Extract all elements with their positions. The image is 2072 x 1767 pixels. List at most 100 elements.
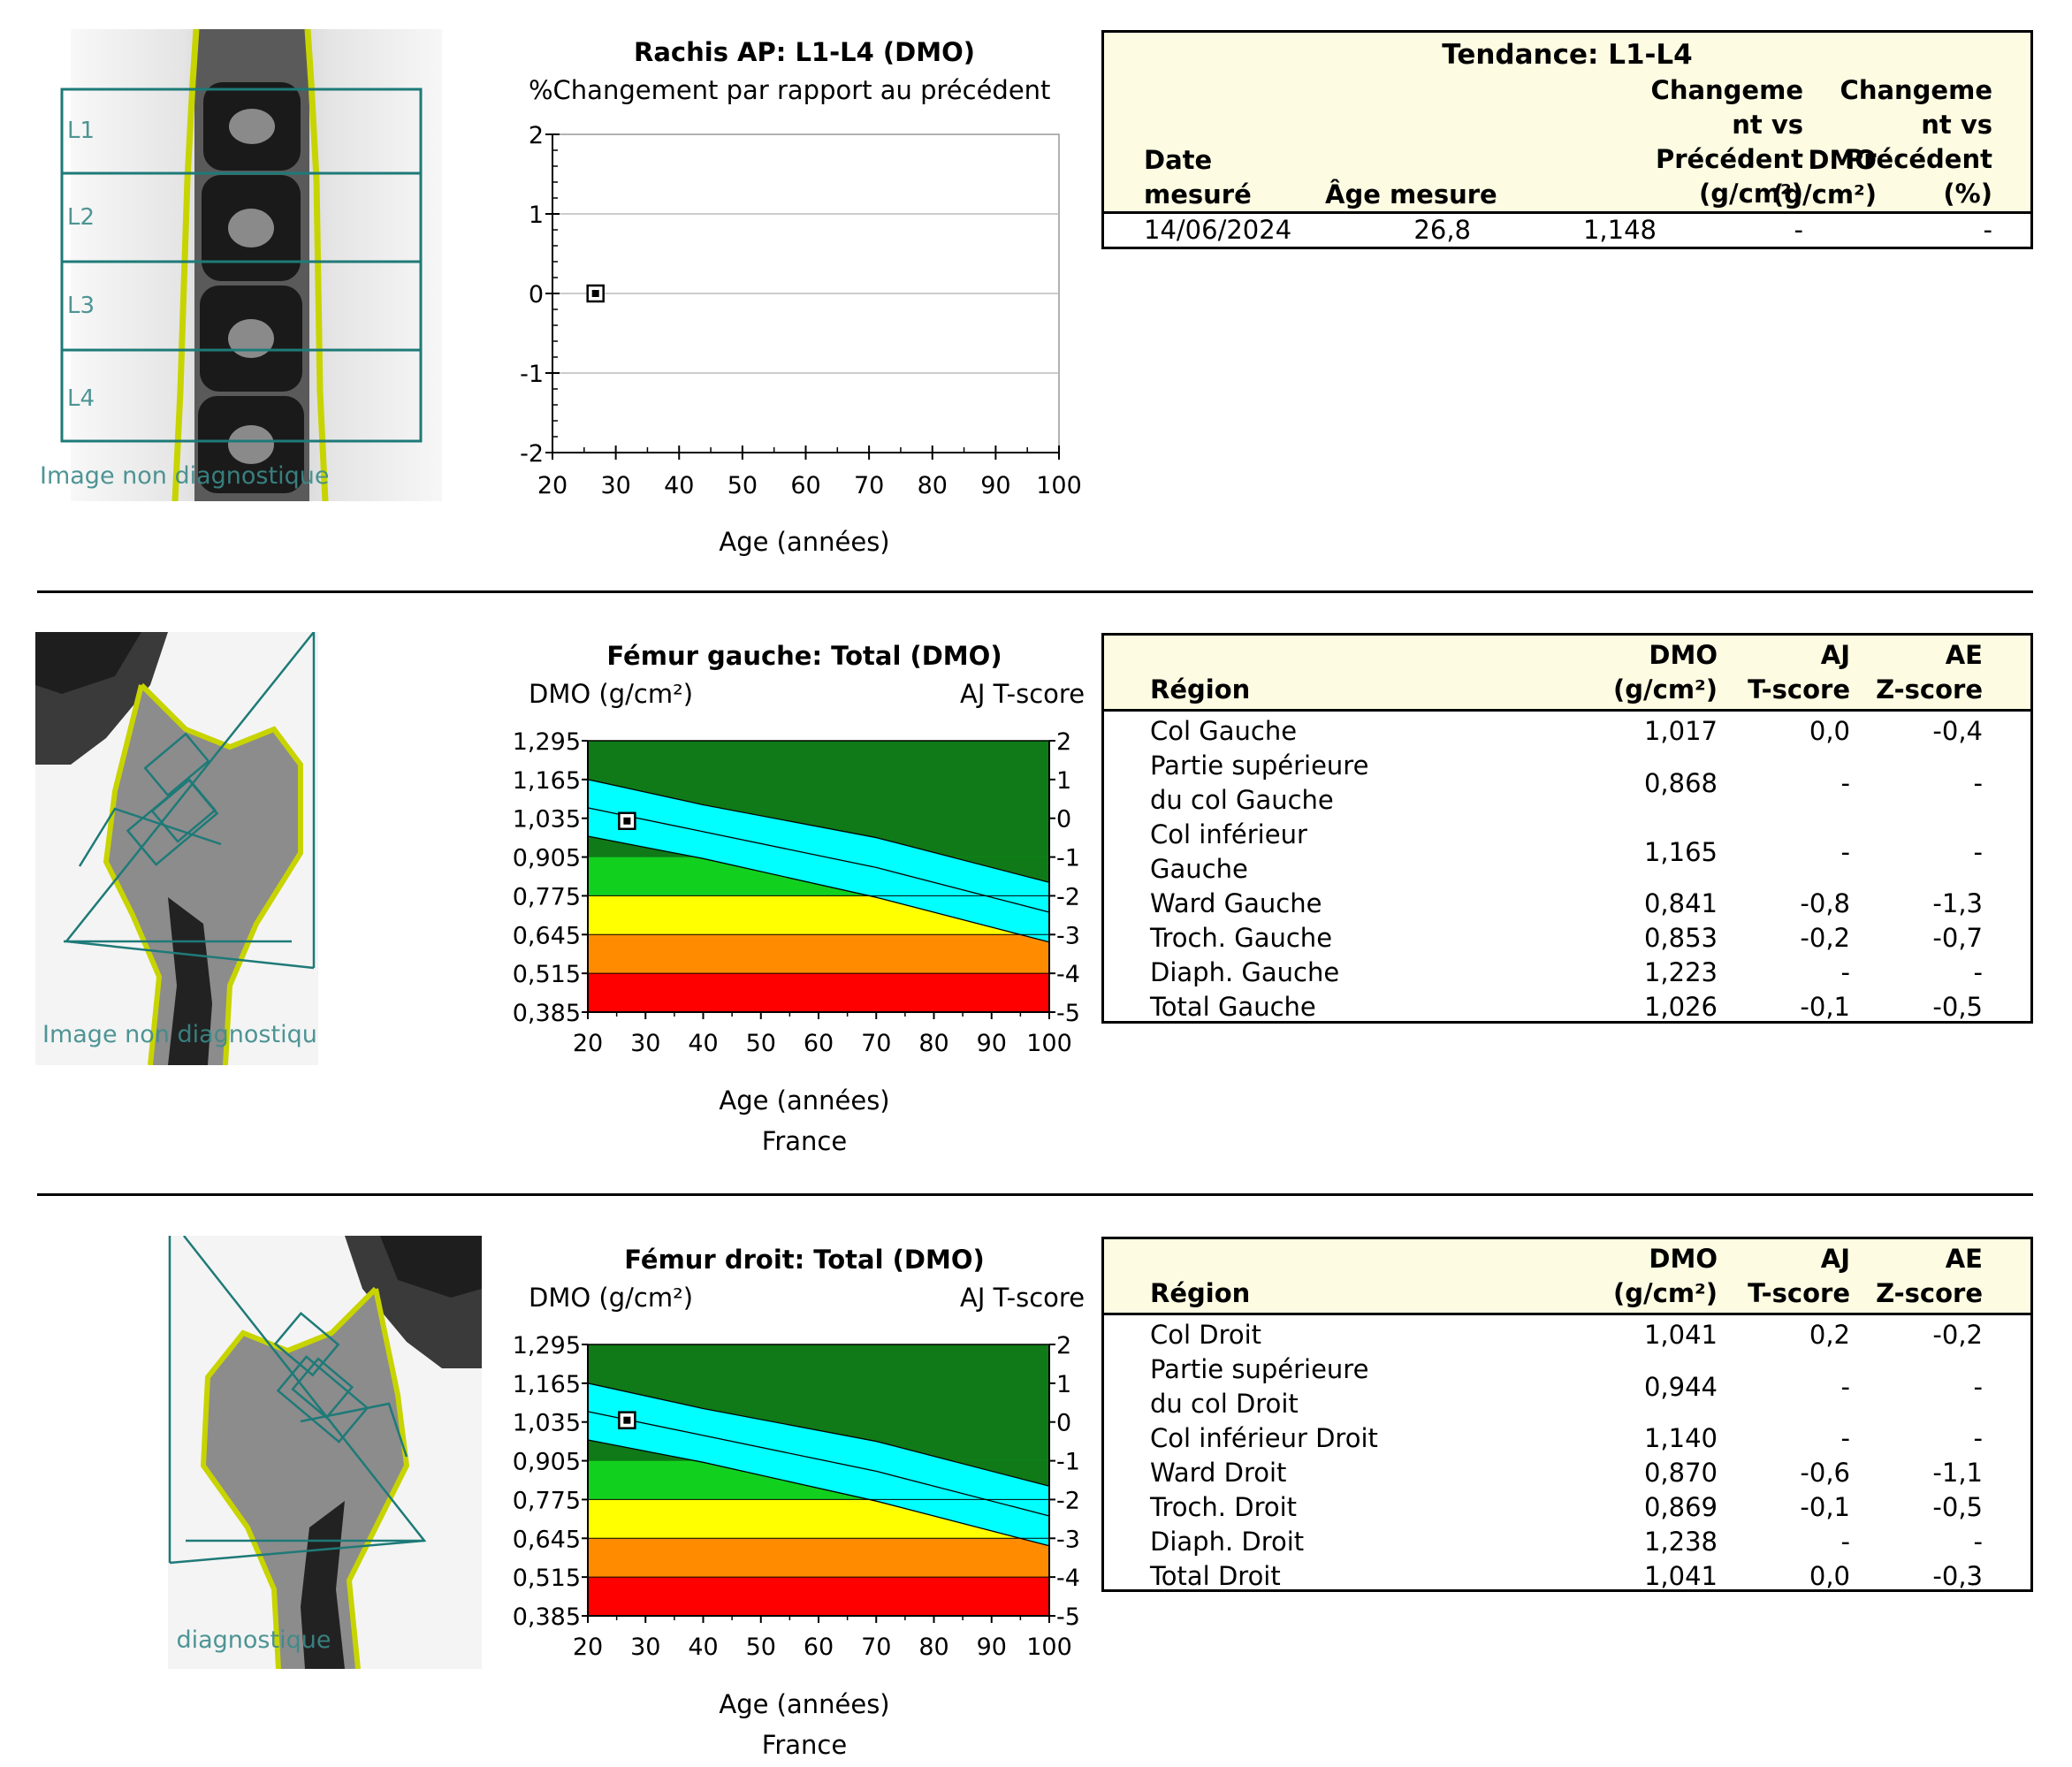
- lf-row-6-region-0: Total Gauche: [1150, 992, 1316, 1022]
- right-femur-y2tick-2: 0: [1056, 1410, 1071, 1437]
- right-femur-xtick-6: 80: [918, 1634, 948, 1661]
- spine-xtick-8: 100: [1036, 472, 1082, 499]
- rf-row-0-t: 0,2: [1809, 1320, 1850, 1350]
- left-femur-y2tick-0: 2: [1056, 728, 1071, 756]
- right-femur-data-point-0-center: [623, 1416, 631, 1424]
- lf-row-6-t: -0,1: [1800, 992, 1850, 1022]
- lf-row-4-region-0: Troch. Gauche: [1150, 923, 1333, 953]
- right-femur-xtick-1: 30: [630, 1634, 660, 1661]
- lf-row-3-t: -0,8: [1800, 888, 1850, 918]
- spine-scan-image: L1 L2 L3 L4 Image non diagnostique: [35, 29, 468, 501]
- spine-watermark: Image non diagnostique: [40, 462, 330, 490]
- right-femur-xtick-8: 100: [1026, 1634, 1072, 1661]
- lf-row-5-region-0: Diaph. Gauche: [1150, 957, 1340, 987]
- left-femur-y2tick-2: 0: [1056, 806, 1071, 834]
- left-femur-table: Région DMO (g/cm²) AJ T-score AE Z-score…: [1101, 633, 2033, 1024]
- right-femur-xtick-7: 90: [977, 1634, 1007, 1661]
- lf-row-0-t: 0,0: [1809, 716, 1850, 746]
- spine-ytick-3: -1: [520, 361, 544, 388]
- right-femur-xlabel: Age (années): [719, 1689, 890, 1719]
- rf-row-2-t: -: [1840, 1423, 1850, 1453]
- lf-row-3-region-0: Ward Gauche: [1150, 888, 1322, 918]
- right-femur-xtick-2: 40: [688, 1634, 718, 1661]
- spine-chart: 2 1 0 -1 -2 20 30 40 50 60 70 80 90 100: [520, 122, 1082, 499]
- spine-chart-xlabel: Age (années): [719, 527, 890, 557]
- lf-row-5-z: -: [1973, 957, 1983, 987]
- right-femur-y2tick-4: -2: [1056, 1487, 1080, 1514]
- left-femur-ytick-1: 1,165: [513, 767, 581, 795]
- hdr-chg-abs-1b: Changeme: [1650, 75, 1803, 105]
- lf-row-5-dmo: 1,223: [1643, 957, 1718, 987]
- right-femur-ytick-1: 1,165: [513, 1371, 581, 1398]
- right-femur-y2tick-7: -5: [1056, 1603, 1080, 1631]
- rf-row-6-t: 0,0: [1809, 1561, 1850, 1591]
- left-femur-y2tick-1: 1: [1056, 767, 1071, 795]
- rf-row-5-region-0: Diaph. Droit: [1150, 1527, 1305, 1557]
- spine-chart-subtitle: %Changement par rapport au précédent: [529, 75, 1051, 105]
- left-femur-xlabel: Age (années): [719, 1085, 890, 1116]
- rf-row-1-dmo: 0,944: [1643, 1371, 1718, 1402]
- trend-row-age: 26,8: [1413, 215, 1471, 245]
- left-femur-ytick-6: 0,515: [513, 961, 581, 988]
- spine-scan-drawing: [35, 29, 468, 501]
- hdr-chg-pct-4: (%): [1943, 179, 1992, 209]
- rf-hdr-dmo-1: DMO: [1649, 1244, 1718, 1274]
- hdr-age: Âge mesure: [1325, 179, 1497, 209]
- rf-row-2-dmo: 1,140: [1643, 1423, 1718, 1453]
- section-divider-2: [37, 1193, 2033, 1196]
- hdr-chg-pct-3: Précédent: [1844, 144, 1992, 174]
- lf-row-4-dmo: 0,853: [1643, 923, 1718, 953]
- rf-row-2-region-0: Col inférieur Droit: [1150, 1423, 1378, 1453]
- right-femur-ytick-6: 0,515: [513, 1565, 581, 1592]
- hdr-chg-pct-2: nt vs: [1921, 110, 1992, 140]
- left-femur-ytick-7: 0,385: [513, 1000, 581, 1027]
- left-femur-watermark: Image non diagnostique: [42, 1021, 318, 1048]
- rf-row-4-t: -0,1: [1800, 1492, 1850, 1522]
- left-femur-xtick-1: 30: [630, 1030, 660, 1057]
- spine-xtick-2: 40: [664, 472, 694, 499]
- spine-ytick-4: -2: [520, 440, 544, 468]
- left-femur-y2tick-7: -5: [1056, 1000, 1080, 1027]
- right-femur-chart-title: Fémur droit: Total (DMO): [624, 1245, 985, 1275]
- right-femur-y2tick-0: 2: [1056, 1332, 1071, 1360]
- lf-row-0-z: -0,4: [1932, 716, 1983, 746]
- rf-hdr-z-2: Z-score: [1876, 1278, 1983, 1308]
- lf-row-1-dmo: 0,868: [1643, 767, 1718, 798]
- lf-row-1-region-0: Partie supérieure: [1150, 750, 1369, 781]
- left-femur-median-line-top: [587, 807, 1050, 913]
- hdr-chg-pct-1: Changeme: [1840, 75, 1992, 105]
- lf-row-3-z: -1,3: [1932, 888, 1983, 918]
- rf-row-6-dmo: 1,041: [1643, 1561, 1718, 1591]
- lf-row-1-region-1: du col Gauche: [1150, 785, 1334, 815]
- rf-row-4-z: -0,5: [1932, 1492, 1983, 1522]
- right-femur-chart: 1,295 1,165 1,035 0,905 0,775 0,645 0,515 0,385…: [513, 1332, 1080, 1661]
- lf-hdr-z-2: Z-score: [1876, 674, 1983, 705]
- left-femur-xtick-7: 90: [977, 1030, 1007, 1057]
- left-femur-ytick-0: 1,295: [513, 728, 581, 756]
- right-femur-y2tick-3: -1: [1056, 1449, 1080, 1476]
- lf-row-4-t: -0,2: [1800, 923, 1850, 953]
- lf-row-3-dmo: 0,841: [1643, 888, 1718, 918]
- left-femur-ytick-5: 0,645: [513, 922, 581, 949]
- lf-row-0-region-0: Col Gauche: [1150, 716, 1298, 746]
- trend-row-chg-abs: -: [1794, 215, 1803, 245]
- right-femur-ytick-5: 0,645: [513, 1526, 581, 1553]
- rf-hdr-dmo-2: (g/cm²): [1613, 1278, 1718, 1308]
- spine-trend-table: Tendance: L1-L4 Date mesuré Âge mesure D…: [1101, 30, 2033, 249]
- lf-row-2-dmo: 1,165: [1643, 836, 1718, 867]
- left-femur-y2tick-3: -1: [1056, 845, 1080, 872]
- lf-row-6-z: -0,5: [1932, 992, 1983, 1022]
- rf-row-1-t: -: [1840, 1371, 1850, 1402]
- lf-hdr-z-1: AE: [1945, 640, 1983, 670]
- spine-chart-title: Rachis AP: L1-L4 (DMO): [634, 37, 975, 67]
- left-femur-xtick-8: 100: [1026, 1030, 1072, 1057]
- rf-row-5-z: -: [1973, 1527, 1983, 1557]
- rf-row-1-z: -: [1973, 1371, 1983, 1402]
- rf-row-0-z: -0,2: [1932, 1320, 1983, 1350]
- right-femur-ytick-3: 0,905: [513, 1449, 581, 1476]
- lf-row-4-z: -0,7: [1932, 923, 1983, 953]
- spine-xtick-1: 30: [600, 472, 630, 499]
- left-femur-data-point-0-center: [623, 817, 631, 825]
- spine-trend-title: Tendance: L1-L4: [1442, 39, 1693, 71]
- rf-row-3-z: -1,1: [1932, 1458, 1983, 1488]
